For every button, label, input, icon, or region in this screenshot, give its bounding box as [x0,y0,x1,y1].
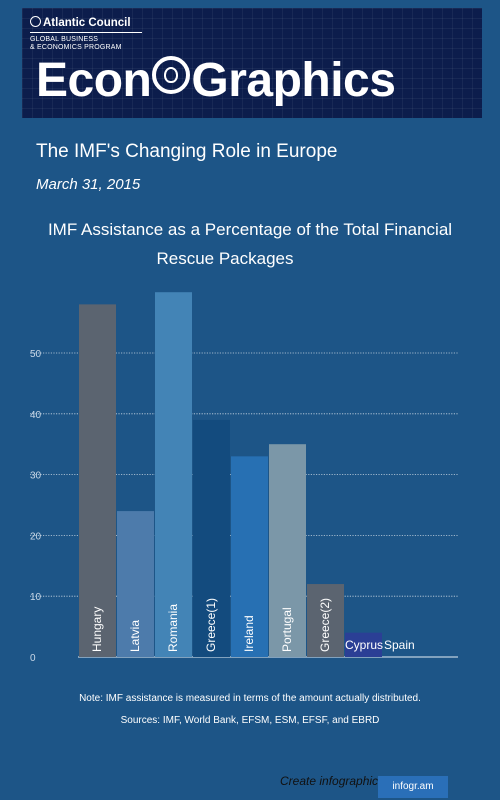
y-tick-10: 10 [30,592,42,603]
header-banner: Atlantic Council GLOBAL BUSINESS & ECONO… [22,8,482,118]
y-tick-0: 0 [30,653,36,664]
infogram-badge[interactable]: infogr.am [378,776,448,798]
brand-logo: Econ Graphics [36,52,396,110]
category-label-cyprus: Cyprus [345,638,383,652]
y-tick-20: 20 [30,531,42,542]
bar-latvia [117,511,154,657]
category-label-latvia: Latvia [128,620,142,652]
bar-portugal [269,444,306,657]
page-date: March 31, 2015 [36,176,141,193]
program-line-1: GLOBAL BUSINESS [30,36,99,43]
footnote: Note: IMF assistance is measured in term… [79,693,421,704]
sources-note: Sources: IMF, World Bank, EFSM, ESM, EFS… [120,715,380,726]
y-tick-40: 40 [30,410,42,421]
bar-cyprus [345,632,382,657]
bar-romania [155,292,192,657]
y-tick-50: 50 [30,349,42,360]
category-label-hungary: Hungary [90,607,104,652]
org-name: Atlantic Council [30,16,131,29]
globe-icon [30,16,41,27]
bar-greece1 [193,419,230,657]
bar-hungary [79,304,116,657]
category-label-ireland: Ireland [242,615,256,652]
page-title: The IMF's Changing Role in Europe [36,141,338,162]
chart-title-line-2: Rescue Packages [156,249,294,268]
org-label: Atlantic Council [43,17,131,29]
category-label-greece1: Greece(1) [204,598,218,652]
brand-left: Econ [36,54,152,107]
org-divider [30,32,142,33]
bar-ireland [231,456,268,657]
seal-icon [152,56,191,94]
program-line-2: & ECONOMICS PROGRAM [30,44,122,51]
bar-greece2 [307,584,344,657]
create-infographics-link[interactable]: Create infographics [280,774,385,788]
chart-title-line-1: IMF Assistance as a Percentage of the To… [47,220,453,239]
category-label-romania: Romania [166,604,180,652]
category-label-greece2: Greece(2) [318,598,332,652]
category-label-spain: Spain [384,638,415,652]
brand-right: Graphics [191,54,396,107]
y-tick-30: 30 [30,471,42,482]
category-label-portugal: Portugal [280,607,294,652]
